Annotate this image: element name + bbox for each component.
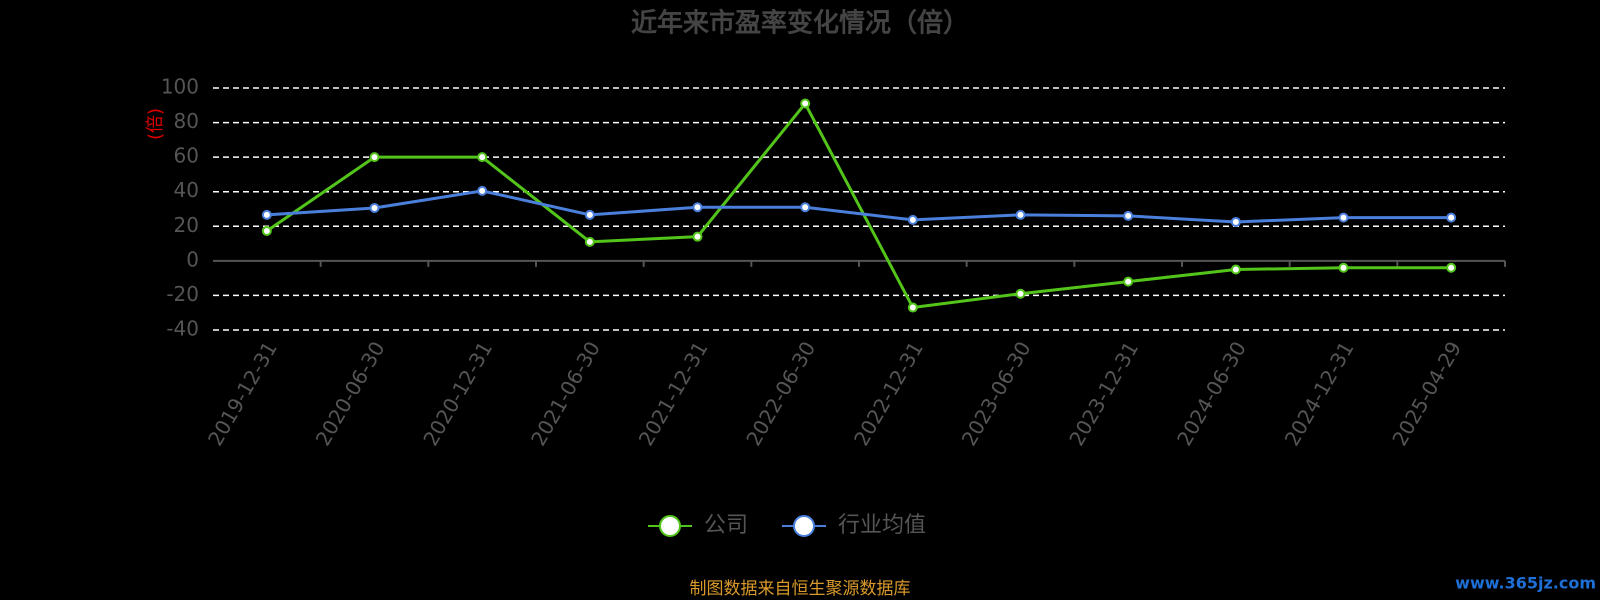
data-point — [692, 231, 703, 242]
data-point — [584, 209, 595, 220]
data-point — [477, 185, 488, 196]
data-point — [584, 236, 595, 247]
data-point — [1230, 264, 1241, 275]
y-tick-label: -40 — [166, 317, 199, 341]
legend-label: 行业均值 — [838, 513, 926, 538]
y-tick-label: 80 — [174, 109, 199, 133]
series-line — [266, 189, 1452, 224]
legend-label: 公司 — [704, 513, 748, 538]
data-point — [477, 152, 488, 163]
data-point — [369, 152, 380, 163]
legend-marker — [659, 515, 681, 537]
source-note: 制图数据来自恒生聚源数据库 — [690, 579, 911, 599]
series-line — [265, 100, 1452, 310]
y-tick-label: 40 — [174, 178, 199, 202]
y-axis-label: (倍) — [145, 108, 166, 140]
y-tick-label: 60 — [174, 144, 199, 168]
data-point — [261, 209, 272, 220]
data-point — [1338, 212, 1349, 223]
y-tick-label: -20 — [166, 282, 199, 306]
data-point — [907, 302, 918, 313]
data-point — [1123, 210, 1134, 221]
y-tick-label: 20 — [174, 213, 199, 237]
data-point — [1123, 276, 1134, 287]
data-point — [800, 202, 811, 213]
chart-title: 近年来市盈率变化情况（倍） — [631, 8, 969, 39]
data-point — [907, 214, 918, 225]
data-point — [1230, 216, 1241, 227]
data-point — [1446, 212, 1457, 223]
legend-marker — [793, 515, 815, 537]
data-point — [1015, 288, 1026, 299]
y-tick-label: 100 — [161, 75, 199, 99]
data-point — [261, 225, 272, 236]
y-tick-label: 0 — [186, 247, 199, 271]
data-point — [800, 98, 811, 109]
watermark: www.365jz.com — [1455, 574, 1596, 593]
data-point — [1338, 262, 1349, 273]
data-point — [1446, 262, 1457, 273]
data-point — [1015, 209, 1026, 220]
data-point — [369, 202, 380, 213]
data-point — [692, 202, 703, 213]
